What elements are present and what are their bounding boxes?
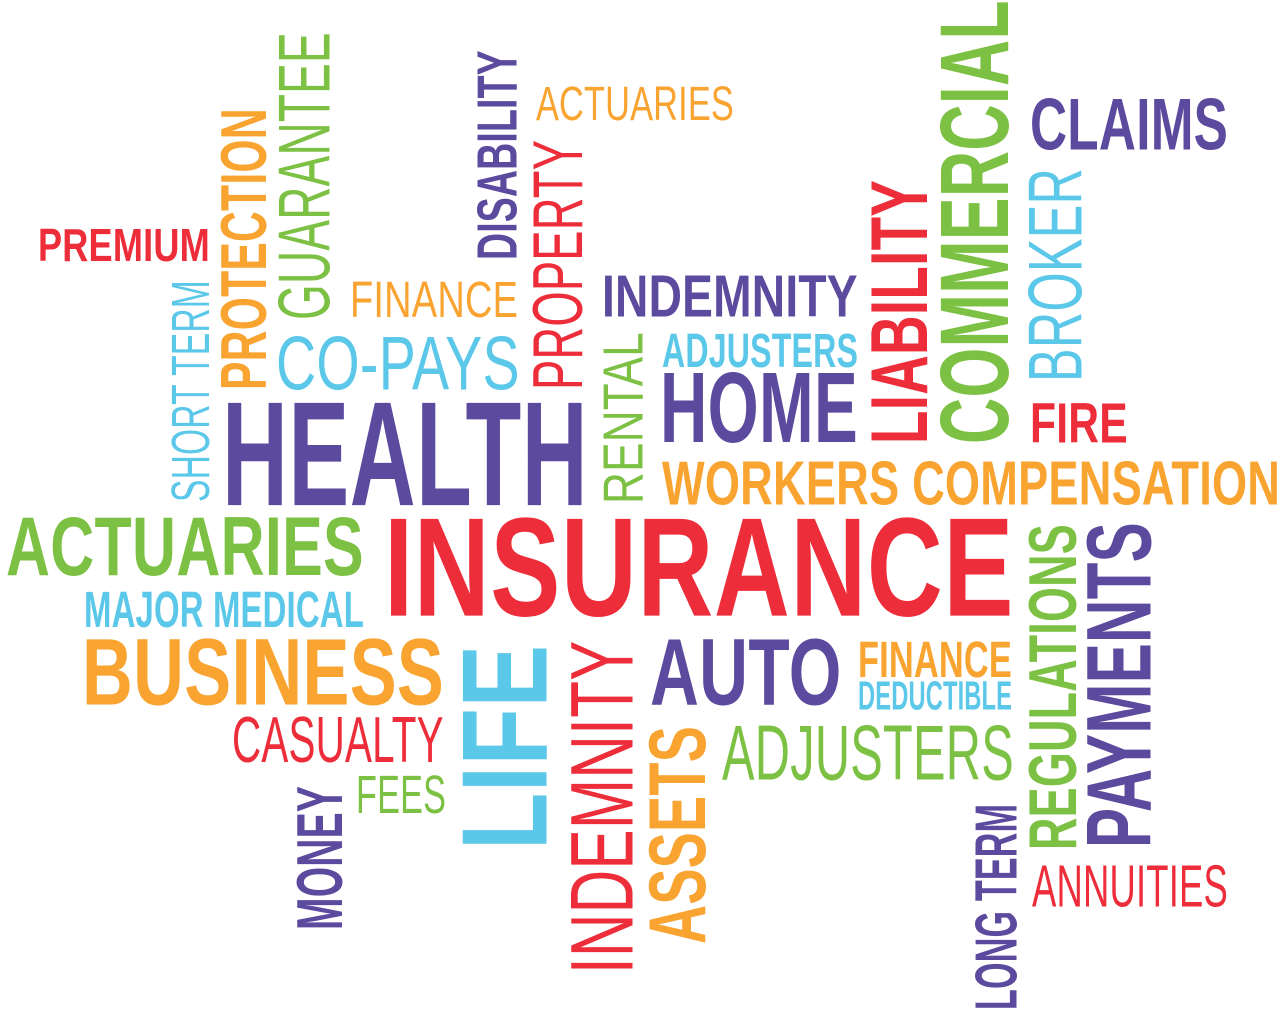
word-indemnity-top: INDEMNITY bbox=[602, 262, 858, 330]
word-annuities: ANNUITIES bbox=[1032, 852, 1228, 920]
word-co-pays: CO-PAYS bbox=[276, 321, 520, 407]
word-auto: AUTO bbox=[650, 619, 842, 726]
word-fees: FEES bbox=[356, 764, 447, 825]
word-actuaries-left: ACTUARIES bbox=[6, 499, 364, 594]
word-broker: BROKER bbox=[1013, 167, 1099, 382]
word-disability: DISABILITY bbox=[465, 50, 530, 260]
word-deductible: DEDUCTIBLE bbox=[858, 673, 1013, 719]
word-protection: PROTECTION bbox=[207, 108, 281, 390]
word-money: MONEY bbox=[283, 785, 357, 930]
word-health: HEALTH bbox=[222, 371, 589, 538]
word-assets: ASSETS bbox=[632, 725, 723, 944]
word-major-medical: MAJOR MEDICAL bbox=[84, 580, 364, 639]
word-commercial: COMMERCIAL bbox=[920, 0, 1030, 444]
word-business: BUSINESS bbox=[82, 619, 445, 726]
word-actuaries-top: ACTUARIES bbox=[536, 76, 734, 131]
word-finance-top: FINANCE bbox=[350, 270, 519, 329]
word-payments: PAYMENTS bbox=[1067, 521, 1171, 848]
word-long-term: LONG TERM bbox=[962, 803, 1030, 1010]
word-workers-compensation: WORKERS COMPENSATION bbox=[662, 448, 1280, 518]
word-life: LIFE bbox=[437, 644, 574, 850]
word-casualty: CASUALTY bbox=[232, 703, 444, 777]
word-adjusters-top: ADJUSTERS bbox=[662, 323, 859, 378]
word-fire: FIRE bbox=[1030, 391, 1128, 456]
word-finance-bottom: FINANCE bbox=[858, 630, 1012, 689]
word-short-term: SHORT TERM bbox=[160, 280, 221, 502]
word-rental: RENTAL bbox=[591, 331, 656, 504]
word-home: HOME bbox=[660, 352, 858, 464]
word-insurance: INSURANCE bbox=[384, 489, 1014, 647]
word-claims: CLAIMS bbox=[1030, 83, 1229, 166]
word-property: PROPERTY bbox=[518, 139, 598, 390]
word-adjusters-bottom: ADJUSTERS bbox=[722, 708, 1015, 797]
word-premium: PREMIUM bbox=[38, 219, 210, 272]
